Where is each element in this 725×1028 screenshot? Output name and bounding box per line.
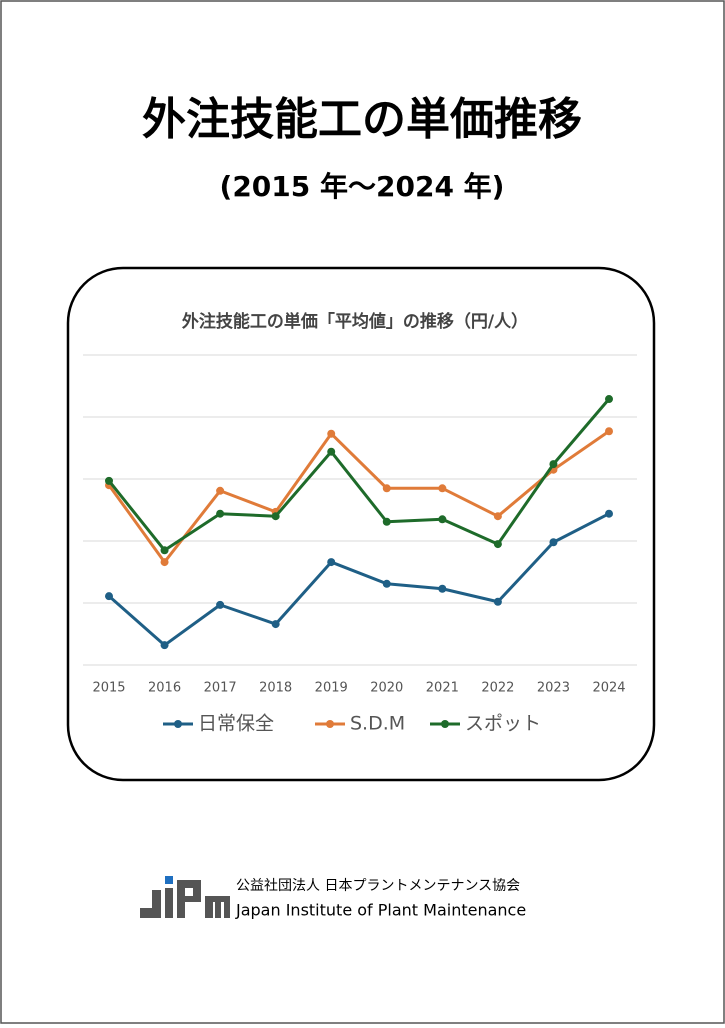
point [216, 486, 225, 495]
point [105, 476, 113, 485]
point [493, 540, 502, 549]
line [107, 430, 610, 564]
point [216, 600, 225, 609]
point [438, 584, 447, 593]
doc-subtitle: (2015 年～2024 年) [220, 170, 505, 203]
point [271, 620, 280, 629]
point [605, 395, 613, 404]
point [105, 592, 113, 601]
x-tick-label: 2016 [148, 681, 181, 696]
org-name-en: Japan Institute of Plant Maintenance [235, 901, 526, 920]
point [605, 509, 613, 518]
org-name-ja: 公益社団法人 日本プラントメンテナンス協会 [236, 878, 520, 894]
point [382, 517, 391, 526]
point [549, 538, 558, 547]
legend-swatch-dot [326, 720, 334, 728]
x-tick-label: 2024 [592, 681, 625, 696]
line [108, 512, 610, 647]
point [327, 558, 336, 567]
plot: 2015 2016 2017 2018 2019 2020 2021 2022 2023 2024… [83, 354, 637, 735]
point [493, 597, 502, 606]
logo [140, 876, 230, 918]
point [605, 427, 613, 436]
x-tick-label: 2015 [92, 681, 125, 696]
point [327, 447, 336, 456]
point [438, 484, 447, 493]
x-tick-label: 2020 [370, 681, 403, 696]
legend-label: S.D.M [350, 713, 405, 735]
point [271, 512, 280, 521]
point [160, 558, 169, 567]
legend-swatch-dot [441, 720, 449, 728]
doc-title: 外注技能工の単価推移 [142, 94, 582, 145]
point [382, 579, 391, 588]
point [382, 484, 391, 493]
x-tick-label: 2021 [426, 681, 459, 696]
point [216, 509, 225, 518]
point [160, 546, 169, 555]
x-tick-label: 2018 [259, 681, 292, 696]
legend-label: 日常保全 [198, 713, 274, 735]
point [493, 512, 502, 521]
chart-frame [66, 266, 656, 782]
point [160, 641, 169, 650]
point [549, 460, 558, 469]
line [107, 398, 611, 552]
x-tick-label: 2019 [315, 681, 348, 696]
legend-label: スポット [465, 713, 541, 735]
point [327, 429, 336, 438]
legend-swatch-dot [174, 720, 182, 728]
chart-title: 外注技能工の単価「平均値」の推移（円/人） [182, 311, 528, 332]
x-tick-label: 2022 [481, 681, 514, 696]
point [438, 515, 447, 524]
x-tick-label: 2023 [537, 681, 570, 696]
x-tick-label: 2017 [204, 681, 237, 696]
